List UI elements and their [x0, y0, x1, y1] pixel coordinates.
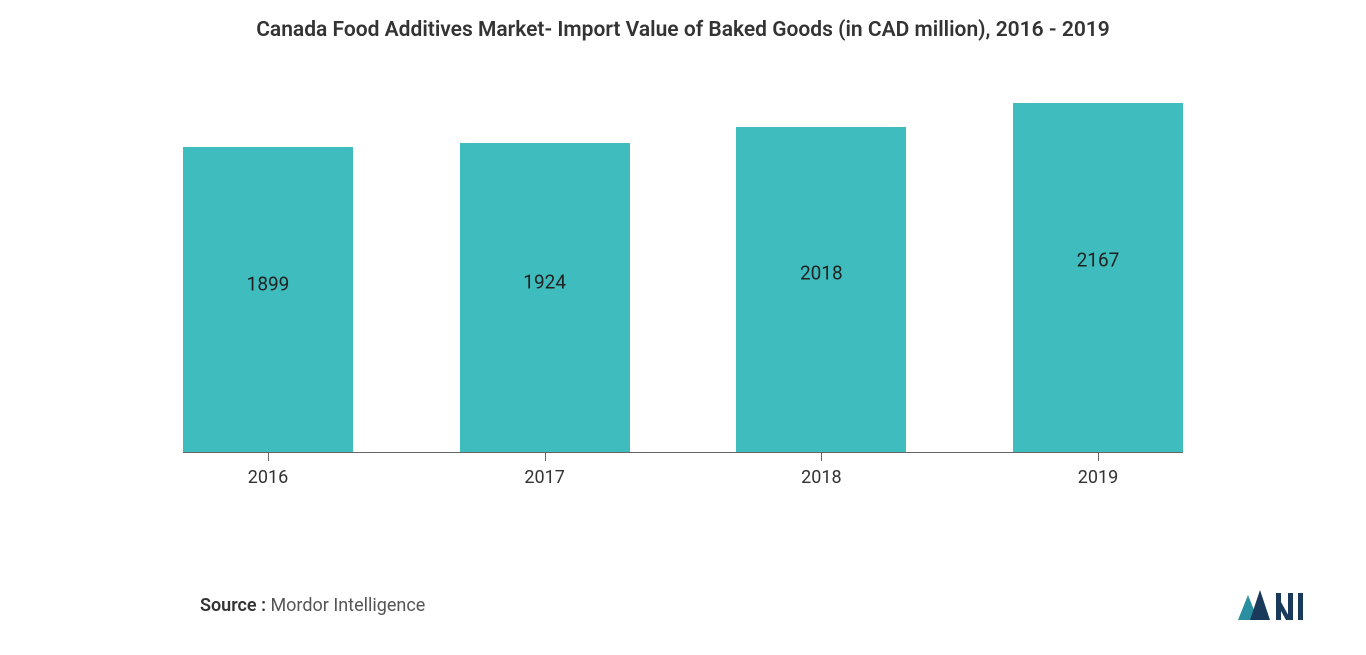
chart-title: Canada Food Additives Market- Import Val…	[0, 0, 1366, 52]
source-attribution: Source : Mordor Intelligence	[200, 595, 425, 616]
bar-value: 1899	[247, 272, 290, 295]
x-tick	[545, 453, 546, 461]
x-axis-label: 2017	[524, 467, 564, 488]
bar-group: 2018	[736, 127, 906, 452]
source-label: Source :	[200, 595, 266, 616]
chart-area: 1899 1924 2018 2167 2016 2017 2018 2019	[183, 82, 1183, 502]
bar: 1899	[183, 147, 353, 452]
bar-value: 2167	[1077, 249, 1120, 272]
bar-group: 1899	[183, 147, 353, 452]
bar-value: 2018	[800, 262, 843, 285]
mordor-logo-icon	[1236, 585, 1306, 625]
footer: Source : Mordor Intelligence	[200, 585, 1306, 625]
bar: 1924	[460, 143, 630, 453]
x-axis: 2016 2017 2018 2019	[183, 452, 1183, 492]
bar-group: 1924	[460, 143, 630, 453]
bar: 2167	[1013, 103, 1183, 452]
source-text: Mordor Intelligence	[270, 595, 425, 616]
x-axis-label: 2019	[1078, 467, 1118, 488]
x-tick	[821, 453, 822, 461]
bars-container: 1899 1924 2018 2167	[183, 82, 1183, 452]
bar: 2018	[736, 127, 906, 452]
bar-group: 2167	[1013, 103, 1183, 452]
x-tick	[1098, 453, 1099, 461]
x-axis-label: 2018	[801, 467, 841, 488]
x-tick	[268, 453, 269, 461]
bar-value: 1924	[523, 270, 566, 293]
x-axis-label: 2016	[248, 467, 288, 488]
